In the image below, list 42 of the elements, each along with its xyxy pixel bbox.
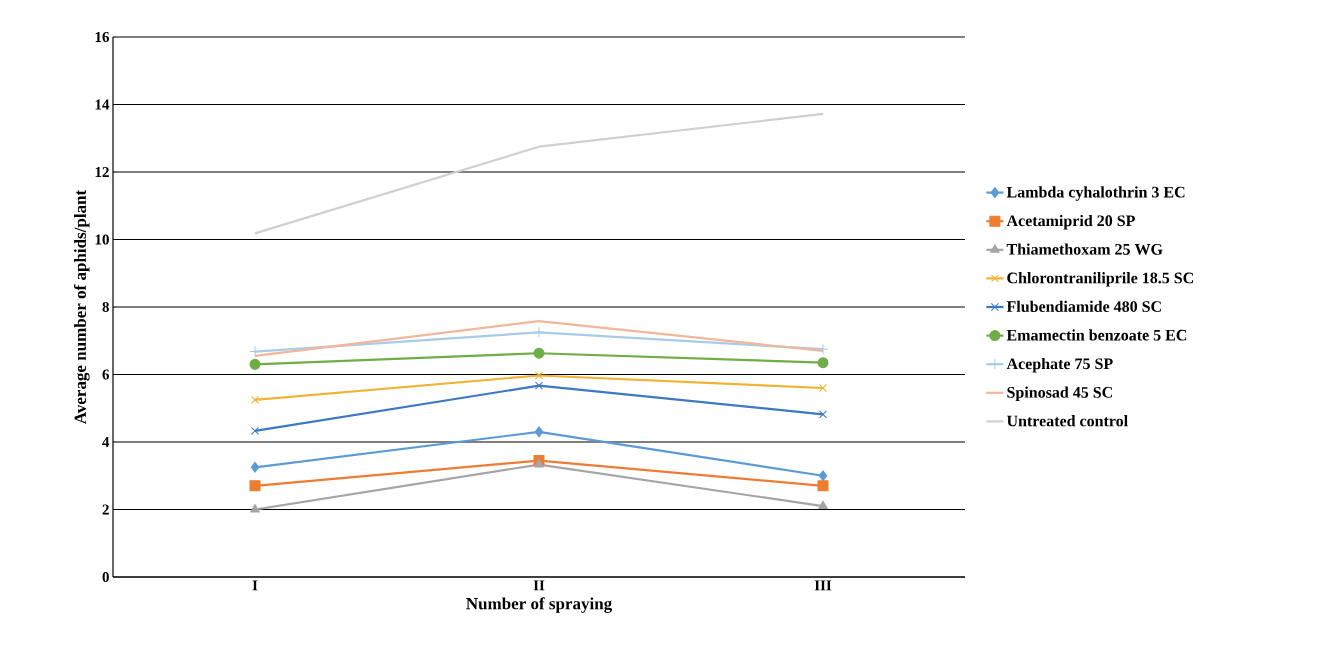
y-tick-label: 4 [102, 437, 110, 447]
point [534, 426, 544, 438]
point [818, 383, 828, 393]
point [249, 358, 261, 370]
point [250, 395, 260, 404]
point [818, 410, 828, 419]
y-tick-label: 16 [95, 31, 110, 43]
y-tick-label: 6 [102, 369, 110, 380]
y-tick-label: 0 [102, 571, 109, 583]
y-tick-label: 12 [95, 167, 109, 177]
point [534, 381, 544, 390]
y-tick-label: 8 [102, 301, 109, 313]
point [818, 470, 828, 482]
legend-label: Spinosad 45 SC [1007, 386, 1113, 402]
point [250, 426, 260, 435]
y-tick-label: 14 [95, 99, 110, 110]
point [533, 347, 545, 359]
legend-label: Chlorontraniliprile 18.5 SC [1007, 272, 1194, 287]
legend-label: Flubendiamide 480 SC [1006, 300, 1161, 312]
legend-label: Lambda cyhalothrin 3 EC [1006, 186, 1185, 201]
x-tick-label: I [252, 580, 258, 591]
y-axis-title: Average number of aphids/plant [73, 189, 90, 425]
x-axis-title: Number of spraying [466, 597, 613, 613]
legend-label: Acephate 75 SP [1006, 357, 1113, 373]
legend-label: Untreated control [1006, 415, 1128, 427]
point [817, 343, 829, 355]
point [250, 504, 260, 513]
x-tick-label: III [814, 580, 832, 591]
point [249, 480, 261, 492]
point [250, 461, 260, 473]
legend-label: Acetamiprid 20 SP [1006, 214, 1135, 230]
y-tick-label: 2 [102, 504, 109, 515]
legend-label: Thiamethoxam 25 WG [1006, 243, 1163, 255]
y-tick-label: 10 [95, 234, 109, 245]
point [818, 500, 828, 510]
point [817, 480, 829, 492]
x-tick-label: II [533, 580, 545, 591]
point [533, 326, 545, 338]
point [817, 357, 829, 369]
point [534, 371, 544, 380]
point [534, 459, 544, 468]
legend-label: Emamectin benzoate 5 EC [1006, 329, 1187, 341]
